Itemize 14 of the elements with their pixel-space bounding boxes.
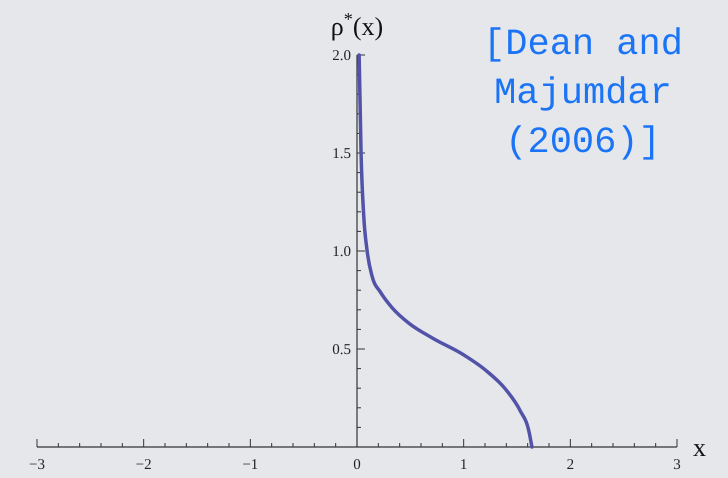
x-tick-label: 1 (460, 457, 468, 473)
x-tick-label: −1 (242, 457, 258, 473)
annotation: [Dean and Majumdar (2006)] (483, 24, 683, 164)
y-axis-title: ρ$^{*}$(x) (330, 9, 384, 41)
x-tick-label: 0 (353, 457, 361, 473)
y-tick-label: 0.5 (332, 342, 351, 358)
y-tick-label: 2.0 (332, 48, 351, 64)
x-tick-label: −3 (29, 457, 45, 473)
y-tick-label: 1.5 (332, 146, 351, 162)
x-tick-label: 3 (673, 457, 681, 473)
x-tick-label: 2 (566, 457, 574, 473)
x-tick-label: −2 (136, 457, 152, 473)
y-tick-label: 1.0 (332, 244, 351, 260)
x-axis-title: x (693, 433, 706, 462)
